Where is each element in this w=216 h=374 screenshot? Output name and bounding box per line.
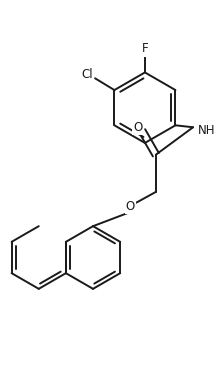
Text: NH: NH bbox=[198, 124, 216, 137]
Text: O: O bbox=[126, 200, 135, 213]
Text: Cl: Cl bbox=[81, 68, 93, 81]
Text: O: O bbox=[134, 120, 143, 134]
Text: F: F bbox=[142, 42, 148, 55]
